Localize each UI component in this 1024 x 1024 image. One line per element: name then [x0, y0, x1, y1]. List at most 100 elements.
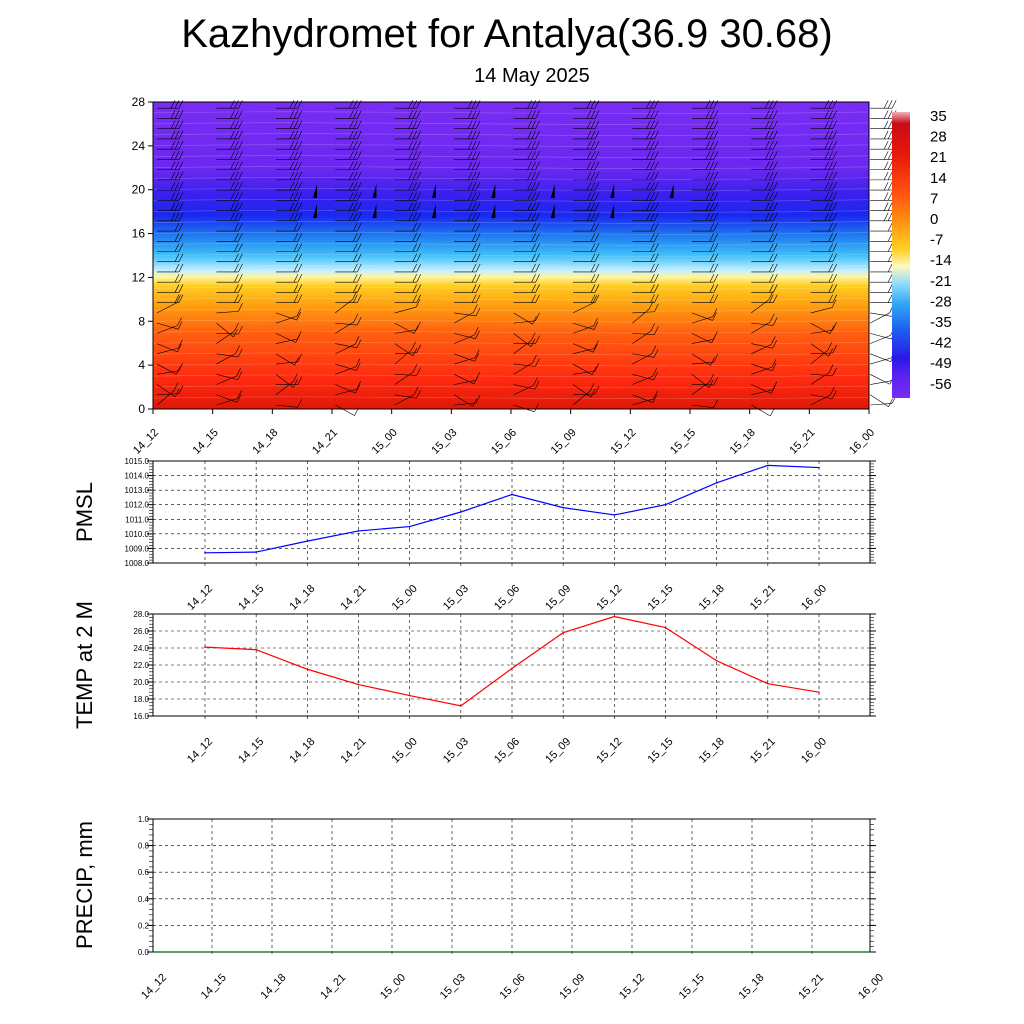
y-axis-title: TEMP at 2 M	[72, 601, 97, 729]
wind-barb	[810, 233, 837, 242]
barb-feather	[527, 120, 532, 129]
barb-feather	[713, 141, 719, 150]
barb-feather	[234, 181, 239, 191]
wind-barb	[335, 284, 362, 293]
x-tick-label: 14_12	[185, 736, 215, 766]
barb-feather	[531, 243, 536, 252]
barb-feather	[408, 161, 413, 170]
barb-feather	[238, 212, 243, 221]
x-tick-label: 15_00	[370, 427, 400, 457]
barb-feather	[713, 202, 719, 211]
barb-feather	[349, 171, 354, 181]
wind-barb	[810, 110, 837, 119]
barb-shaft	[810, 343, 829, 357]
wind-barb	[454, 130, 481, 140]
data-point	[715, 482, 718, 484]
contour-line	[152, 254, 870, 257]
wind-barb	[632, 390, 658, 406]
wind-barb	[513, 358, 540, 367]
x-tick-label: 15_03	[438, 972, 468, 1002]
wind-barb	[691, 120, 719, 129]
barb-feather	[705, 202, 711, 211]
data-point	[613, 615, 616, 618]
barb-feather	[594, 110, 600, 119]
barb-feather	[650, 141, 655, 150]
barb-feather	[654, 212, 659, 221]
barb-feather	[586, 202, 592, 211]
wind-barb	[751, 340, 778, 349]
barb-feather	[293, 120, 299, 129]
barb-feather	[771, 385, 776, 394]
barb-feather	[769, 202, 774, 211]
barb-feather	[230, 161, 235, 170]
barb-feather	[293, 141, 299, 150]
barb-feather	[236, 394, 242, 403]
barb-feather	[709, 151, 715, 160]
wind-barb	[394, 274, 421, 283]
barb-feather	[467, 171, 473, 181]
barb-feather	[650, 233, 655, 242]
barb-feather	[713, 233, 719, 242]
barb-feather	[293, 222, 299, 232]
barb-shaft	[870, 353, 891, 362]
wind-barb	[513, 192, 540, 201]
barb-shaft	[870, 380, 892, 385]
barb-feather	[411, 341, 416, 351]
barb-shaft	[513, 363, 536, 367]
barb-feather	[356, 381, 361, 390]
barb-feather	[416, 344, 421, 353]
barb-shaft	[869, 374, 890, 385]
wind-barb	[632, 349, 659, 358]
barb-feather	[535, 212, 540, 221]
barb-feather	[170, 212, 176, 221]
barb-shaft	[216, 322, 234, 338]
barb-shaft	[632, 308, 650, 324]
barb-feather	[412, 120, 417, 129]
barb-shaft	[454, 353, 475, 362]
y-tick-label: 16.0	[133, 712, 149, 721]
wind-pennant	[491, 184, 496, 198]
barb-shaft	[216, 353, 236, 365]
barb-feather	[654, 120, 659, 129]
barb-feather	[297, 110, 303, 119]
wind-barb	[454, 141, 481, 150]
barb-feather	[773, 253, 778, 262]
barb-feather	[773, 110, 778, 119]
barb-feather	[650, 110, 655, 119]
barb-feather	[594, 141, 600, 150]
wind-barb	[394, 299, 421, 314]
wind-barb	[632, 274, 659, 283]
barb-feather	[709, 130, 715, 140]
barb-feather	[475, 222, 481, 232]
barb-feather	[769, 274, 774, 283]
wind-barb	[216, 367, 241, 385]
barb-feather	[590, 233, 596, 242]
barb-feather	[594, 294, 600, 303]
barb-feather	[828, 130, 833, 140]
wind-barb	[513, 151, 540, 160]
barb-feather	[238, 294, 243, 303]
barb-feather	[828, 110, 833, 119]
barb-feather	[289, 202, 295, 211]
barb-feather	[650, 323, 655, 332]
barb-feather	[531, 181, 536, 191]
wind-barb	[394, 161, 421, 170]
barb-feather	[709, 243, 715, 252]
wind-barb	[275, 141, 303, 150]
barb-feather	[832, 202, 837, 211]
barb-shaft	[156, 343, 178, 353]
barb-feather	[650, 294, 655, 303]
barb-feather	[650, 202, 655, 211]
wind-barb	[394, 110, 421, 119]
wind-barb	[572, 110, 600, 119]
barb-feather	[475, 161, 481, 170]
wind-barb	[275, 333, 301, 343]
barb-shaft	[275, 374, 294, 388]
barb-feather	[230, 110, 235, 119]
barb-feather	[412, 181, 417, 191]
barb-feather	[765, 202, 770, 211]
barb-feather	[883, 212, 889, 221]
barb-feather	[234, 202, 239, 211]
barb-feather	[234, 233, 239, 242]
barb-feather	[773, 181, 778, 191]
